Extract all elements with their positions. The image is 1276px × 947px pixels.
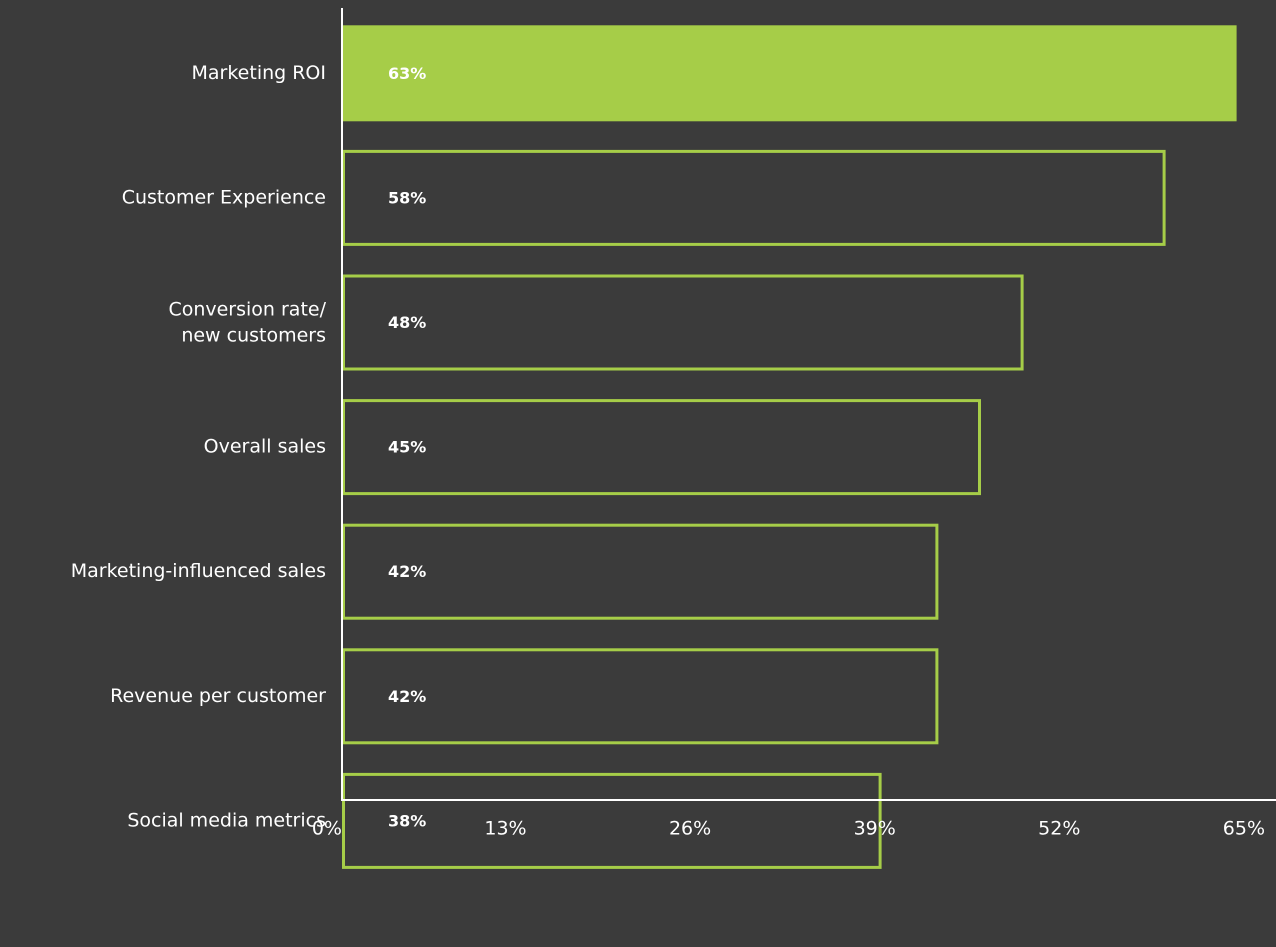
category-label: Customer Experience [122, 186, 326, 208]
x-tick-label: 26% [669, 818, 711, 840]
value-label: 58% [388, 188, 426, 207]
x-tick-label: 52% [1038, 818, 1080, 840]
value-label: 63% [388, 64, 426, 83]
category-label: Overall sales [204, 436, 326, 458]
value-label: 38% [388, 811, 426, 830]
bar [342, 399, 981, 496]
value-label: 42% [388, 687, 426, 706]
category-label: Revenue per customer [110, 685, 326, 707]
x-tick-label: 65% [1223, 818, 1265, 840]
bar [342, 772, 882, 869]
category-label: Conversion rate/new customers [168, 298, 326, 346]
bar [342, 274, 1024, 371]
x-tick-label: 0% [312, 818, 342, 840]
bar [342, 149, 1166, 246]
bar [342, 648, 939, 745]
bar [342, 25, 1237, 122]
category-label: Marketing-influenced sales [71, 560, 326, 582]
bar [342, 523, 939, 620]
x-tick-label: 13% [484, 818, 526, 840]
category-label: Marketing ROI [192, 62, 327, 84]
value-label: 48% [388, 313, 426, 332]
category-label: Social media metrics [127, 809, 326, 831]
value-label: 45% [388, 438, 426, 457]
value-label: 42% [388, 562, 426, 581]
x-tick-label: 39% [854, 818, 896, 840]
